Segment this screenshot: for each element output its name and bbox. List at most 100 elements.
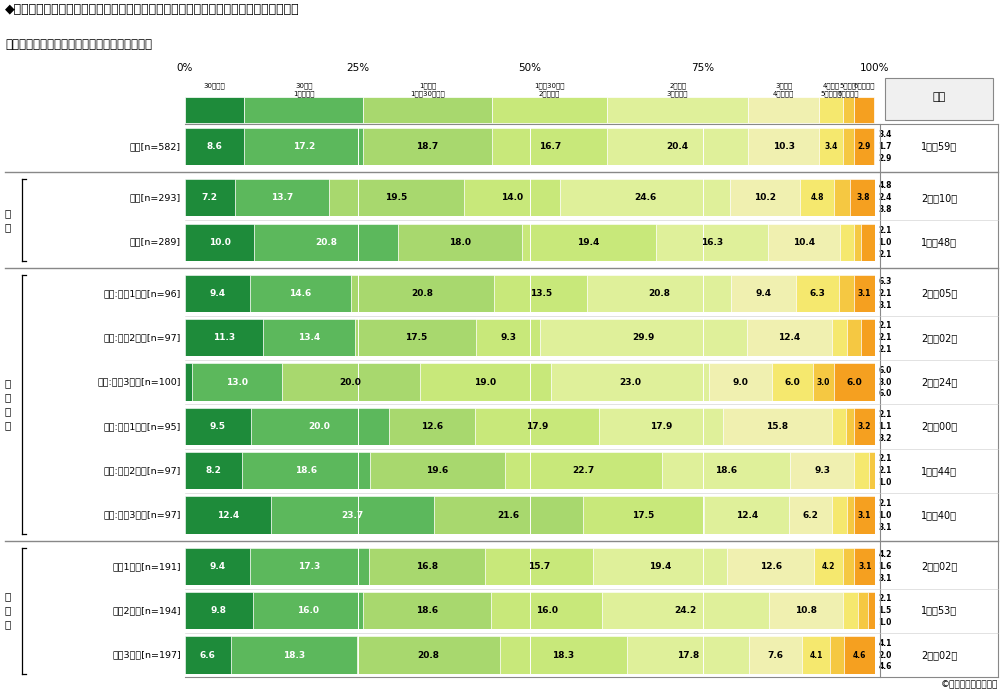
Text: 18.0: 18.0 [449, 238, 471, 247]
Bar [500, 636, 627, 674]
Bar [370, 452, 505, 489]
Bar [250, 548, 369, 585]
Text: 9.0: 9.0 [733, 377, 748, 386]
Text: 3.0: 3.0 [878, 377, 892, 386]
Bar [843, 97, 854, 124]
Text: 6.3: 6.3 [809, 289, 825, 298]
Text: 23.7: 23.7 [341, 511, 363, 520]
Bar [607, 97, 748, 124]
Bar [235, 179, 329, 216]
Bar [420, 363, 551, 401]
Text: 12.6: 12.6 [421, 422, 443, 431]
Bar [656, 223, 768, 261]
Text: 25%: 25% [346, 63, 369, 73]
Text: 0%: 0% [177, 63, 193, 73]
Text: 16.0: 16.0 [297, 606, 319, 615]
Bar [832, 408, 846, 445]
Bar [192, 363, 282, 401]
Bar [850, 179, 876, 216]
Bar [185, 363, 192, 401]
Text: 9.4: 9.4 [755, 289, 771, 298]
Text: 12.4: 12.4 [778, 333, 801, 342]
Text: 14.6: 14.6 [289, 289, 311, 298]
Text: 性
別
年
別: 性 別 年 別 [5, 378, 11, 430]
Text: 1時閇44分: 1時閇44分 [921, 466, 957, 475]
Text: 9.3: 9.3 [814, 466, 830, 475]
Bar [185, 496, 271, 533]
Text: 19.0: 19.0 [474, 377, 496, 386]
Text: 17.9: 17.9 [526, 422, 548, 431]
Bar [560, 179, 730, 216]
Bar [747, 319, 832, 357]
Text: 1時間～
1時閇30分未満: 1時間～ 1時閇30分未満 [410, 82, 445, 97]
Text: 21.6: 21.6 [498, 511, 520, 520]
Text: 女子:中学1年生[n=95]: 女子:中学1年生[n=95] [104, 422, 181, 431]
Text: 2時閇00分: 2時閇00分 [921, 422, 957, 431]
Bar [858, 592, 868, 630]
Bar [847, 319, 861, 357]
Text: 2.1: 2.1 [878, 410, 892, 419]
Bar [355, 319, 476, 357]
Bar [854, 496, 875, 533]
Bar [727, 548, 814, 585]
Text: 75%: 75% [691, 63, 714, 73]
Text: 2.9: 2.9 [878, 154, 892, 163]
Bar [854, 452, 869, 489]
Text: 10.8: 10.8 [795, 606, 817, 615]
Bar [329, 179, 464, 216]
Bar [854, 128, 874, 165]
Text: 18.6: 18.6 [295, 466, 317, 475]
Text: 18.6: 18.6 [715, 466, 737, 475]
Bar [731, 275, 796, 312]
Bar [789, 496, 832, 533]
Text: 17.5: 17.5 [405, 333, 427, 342]
Text: 23.0: 23.0 [619, 377, 641, 386]
Text: 男子:中学1年生[n=96]: 男子:中学1年生[n=96] [104, 289, 181, 298]
Bar [723, 408, 832, 445]
Text: 100%: 100% [860, 63, 890, 73]
Bar [748, 97, 819, 124]
Text: 全体[n=582]: 全体[n=582] [130, 142, 181, 151]
Bar [369, 548, 485, 585]
Bar [185, 636, 231, 674]
Text: 6時間以上: 6時間以上 [854, 82, 875, 89]
Text: 12.6: 12.6 [760, 562, 782, 571]
Bar [485, 548, 593, 585]
Bar [704, 496, 789, 533]
Bar [768, 223, 840, 261]
Text: 4.1: 4.1 [809, 650, 823, 659]
Text: 2.1: 2.1 [878, 499, 892, 508]
Text: 18.3: 18.3 [283, 650, 305, 659]
Bar [854, 548, 876, 585]
Bar [251, 408, 389, 445]
Bar [185, 408, 251, 445]
Text: 30分未満: 30分未満 [204, 82, 226, 89]
Bar [185, 275, 250, 312]
Bar [819, 97, 843, 124]
Bar [854, 408, 876, 445]
Bar [599, 408, 723, 445]
Text: 6.6: 6.6 [200, 650, 216, 659]
Text: 9.5: 9.5 [210, 422, 226, 431]
Bar [730, 179, 800, 216]
Text: 14.0: 14.0 [501, 193, 523, 202]
Bar [522, 223, 656, 261]
Text: 20.0: 20.0 [340, 377, 362, 386]
Text: 16.0: 16.0 [536, 606, 558, 615]
Text: 2.1: 2.1 [878, 321, 892, 330]
Text: 20.8: 20.8 [411, 289, 433, 298]
Bar [185, 97, 244, 124]
Text: 3.4: 3.4 [878, 130, 892, 139]
Text: 22.7: 22.7 [572, 466, 595, 475]
Text: 10.0: 10.0 [209, 238, 230, 247]
Text: 11.3: 11.3 [213, 333, 235, 342]
Text: 15.8: 15.8 [766, 422, 788, 431]
Text: 2.1: 2.1 [878, 289, 892, 298]
Bar [363, 128, 492, 165]
Text: 3.8: 3.8 [878, 205, 892, 214]
Text: 2時閇24分: 2時閇24分 [921, 377, 957, 387]
Bar [250, 275, 351, 312]
Text: 4.2: 4.2 [822, 562, 835, 571]
Text: 20.8: 20.8 [648, 289, 670, 298]
Text: 13.5: 13.5 [530, 289, 552, 298]
